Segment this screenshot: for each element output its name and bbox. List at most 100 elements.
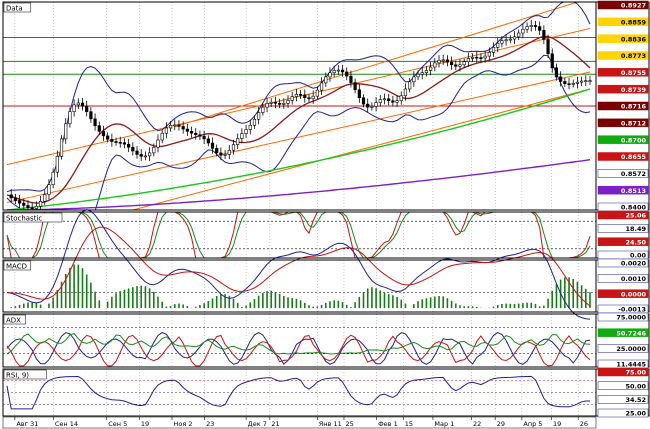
candle-body	[303, 94, 307, 98]
candle-body	[248, 124, 252, 130]
candle-body	[85, 105, 89, 112]
rsi-label: 34.52	[625, 396, 646, 404]
candle-body	[491, 47, 496, 53]
candle-body	[265, 103, 269, 108]
panel-title-stoch: Stochastic	[6, 215, 42, 223]
channel-line	[132, 88, 591, 210]
candle-body	[294, 93, 299, 97]
candle-body	[449, 61, 454, 66]
candle-body	[538, 26, 542, 31]
candle-body	[420, 72, 424, 75]
candle-body	[298, 93, 303, 96]
x-tick-label: Янв 11	[319, 420, 342, 428]
candle-body	[202, 135, 206, 140]
candle-body	[236, 138, 240, 145]
candle-body	[496, 42, 500, 48]
candle-body	[433, 62, 437, 68]
candle-body	[273, 101, 278, 104]
candle-body	[198, 134, 202, 137]
candle-body	[349, 75, 353, 83]
candle-body	[466, 58, 470, 63]
price-label-box	[597, 152, 649, 161]
adx-label: 11.4445	[616, 361, 646, 369]
macd-label-box	[597, 258, 649, 268]
price-label-box	[597, 17, 649, 27]
candle-body	[26, 205, 30, 209]
adx-line	[6, 333, 591, 355]
rsi-label-box	[597, 408, 649, 418]
macd-label-box	[597, 274, 649, 283]
macd-label: 0.0020	[621, 260, 647, 268]
candle-body	[399, 95, 403, 102]
panel-titles: Data Stochastic MACD ADX RSI, 9)	[3, 2, 63, 380]
candle-body	[9, 194, 13, 199]
panel-title-box	[3, 369, 47, 380]
x-tick-label: Авг 31	[16, 420, 38, 428]
stoch-label: 18.49	[625, 225, 646, 233]
candle-body	[227, 149, 231, 155]
candle-body	[148, 152, 152, 157]
adx-label: 75.0000	[616, 314, 646, 322]
candle-body	[185, 128, 189, 132]
x-tick-label: 29	[497, 420, 505, 428]
candle-body	[517, 32, 521, 38]
candle-body	[533, 25, 538, 27]
candle-body	[13, 197, 17, 201]
price-label-box	[597, 101, 649, 111]
candle-body	[395, 100, 399, 103]
candle-body	[261, 106, 265, 113]
candle-body	[51, 171, 55, 185]
candle-body	[319, 82, 324, 91]
candle-body	[424, 70, 429, 74]
candle-body	[269, 101, 273, 104]
macd-label-box	[597, 289, 649, 298]
x-tick-label: Фев 1	[378, 420, 398, 428]
rsi-label-box	[597, 381, 649, 390]
panel-title-box	[3, 212, 63, 223]
series-layer	[3, 2, 596, 410]
price-label: 0.8716	[621, 103, 647, 111]
price-label: 0.8655	[621, 153, 647, 161]
candle-body	[231, 144, 236, 151]
panel-title-rsi: RSI, 9)	[6, 372, 29, 380]
plus-di-line	[6, 332, 591, 365]
candle-body	[542, 30, 546, 40]
candle-body	[181, 126, 185, 130]
panel-title-box	[3, 2, 32, 13]
candle-body	[416, 73, 420, 78]
candle-body	[307, 97, 311, 100]
candle-body	[219, 152, 223, 156]
price-label-box	[597, 0, 649, 10]
candle-body	[64, 123, 68, 140]
adx-label: 25.0000	[616, 345, 646, 353]
candle-body	[332, 70, 336, 74]
candle-body	[353, 82, 357, 91]
candle-body	[173, 124, 177, 127]
x-tick-label: 19	[141, 420, 149, 428]
candle-body	[68, 111, 72, 125]
price-label: 0.8739	[621, 86, 647, 94]
adx-label-box	[597, 312, 649, 322]
ma-longest	[7, 159, 591, 210]
candle-body	[34, 205, 38, 209]
candle-body	[357, 89, 361, 98]
candle-body	[567, 83, 571, 85]
candle-body	[580, 80, 584, 83]
x-tick-label: Сен 14	[55, 420, 78, 428]
candle-body	[114, 141, 118, 143]
candle-body	[89, 111, 93, 120]
candle-body	[382, 98, 387, 101]
candle-body	[454, 64, 458, 67]
x-tick-label: 22	[473, 420, 481, 428]
candle-body	[571, 83, 575, 85]
x-axis: Авг 31 Сен 14 Сен 5 19 Ноя 2 23 Дек 7 21 Янв 11 2…	[2, 416, 597, 429]
x-tick-label: Сен 5	[108, 420, 127, 428]
candle-body	[38, 201, 43, 207]
candle-body	[72, 104, 76, 112]
stoch-label-box	[597, 224, 649, 233]
candle-body	[374, 102, 378, 107]
bollinger-upper	[6, 2, 591, 193]
price-label: 0.8572	[621, 170, 646, 178]
candle-body	[584, 80, 588, 82]
